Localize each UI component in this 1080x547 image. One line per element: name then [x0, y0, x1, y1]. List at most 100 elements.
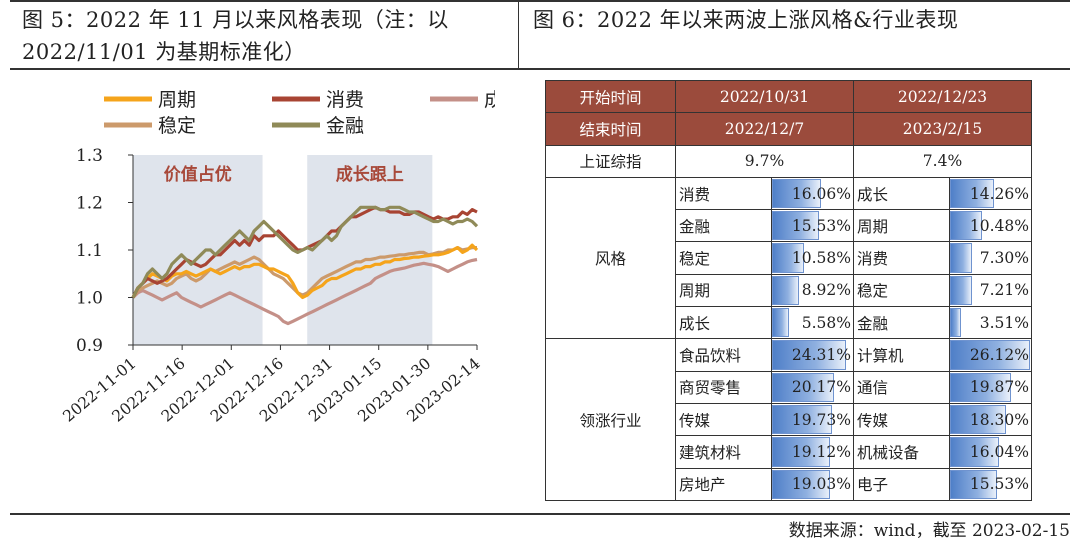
- table-row: 金融 15.53% 周期 10.48%: [546, 209, 1032, 243]
- period1-name: 周期: [675, 273, 772, 308]
- value-bar: [950, 178, 994, 209]
- y-tick-label: 1.3: [76, 146, 103, 166]
- period1-date: 2022/10/31: [675, 79, 854, 114]
- period2-name: 传媒: [853, 402, 950, 437]
- period2-name: 通信: [853, 370, 950, 404]
- header-row: 结束时间 2022/12/7 2023/2/15: [545, 112, 1032, 146]
- group-label: 风格: [545, 176, 676, 340]
- value-text: 8.92%: [801, 281, 851, 300]
- period1-name: 金融: [675, 209, 772, 243]
- period2-value: 18.30%: [949, 402, 1032, 437]
- table-row: 稳定 10.58% 消费 7.30%: [546, 241, 1032, 275]
- header-label: 结束时间: [545, 112, 676, 146]
- period1-value: 19.12%: [771, 435, 854, 469]
- y-tick-label: 1.0: [76, 289, 103, 309]
- value-bar: [950, 437, 1000, 467]
- period2-value: 10.48%: [949, 209, 1032, 243]
- period1-name: 食品饮料: [675, 338, 772, 372]
- period1-name: 成长: [675, 306, 772, 340]
- y-tick-label: 1.1: [76, 241, 103, 261]
- period1-value: 15.53%: [771, 209, 854, 243]
- period1-date: 2022/12/7: [675, 112, 854, 146]
- value-text: 19.12%: [791, 442, 851, 461]
- legend-label-consume: 消费: [326, 89, 364, 111]
- value-bar: [772, 372, 834, 402]
- period1-name: 传媒: [675, 402, 772, 437]
- value-bar: [950, 372, 1011, 402]
- header-label: 开始时间: [545, 79, 676, 114]
- period2-value: 26.12%: [949, 338, 1032, 372]
- value-text: 10.58%: [791, 249, 851, 268]
- period1-value: 20.17%: [771, 370, 854, 404]
- value-text: 10.48%: [969, 216, 1029, 235]
- value-text: 18.30%: [969, 410, 1029, 429]
- period2-name: 计算机: [853, 338, 950, 372]
- value-bar: [950, 469, 998, 499]
- table-row: 传媒 19.73% 传媒 18.30%: [546, 402, 1032, 437]
- legend-label-stable: 稳定: [158, 115, 196, 137]
- shaded-region: [133, 155, 263, 345]
- table-row: 风格 消费 16.06% 成长 14.26%: [545, 176, 1032, 340]
- value-bar: [772, 437, 831, 467]
- period1-name: 建筑材料: [675, 435, 772, 469]
- value-text: 26.12%: [969, 346, 1029, 365]
- period2-name: 金融: [853, 306, 950, 340]
- value-text: 7.21%: [979, 281, 1029, 300]
- left-figure-title: 图 5：2022 年 11 月以来风格表现（注：以 2022/11/01 为基期…: [22, 4, 517, 68]
- shaded-region: [307, 155, 433, 345]
- value-bar: [950, 308, 961, 338]
- y-tick-label: 0.9: [76, 336, 103, 356]
- table-row: 领涨行业 食品饮料 24.31% 计算机 26.12%: [545, 338, 1032, 501]
- period1-value: 19.03%: [771, 467, 854, 501]
- value-text: 19.03%: [791, 475, 851, 494]
- period2-value: 16.04%: [949, 435, 1032, 469]
- value-text: 19.73%: [791, 410, 851, 429]
- legend-label-cycle: 周期: [158, 89, 196, 111]
- period2-name: 成长: [853, 176, 950, 211]
- period2-value: 3.51%: [949, 306, 1032, 340]
- index-label: 上证综指: [545, 144, 676, 178]
- period1-name: 消费: [675, 176, 772, 211]
- period1-name: 稳定: [675, 241, 772, 275]
- value-text: 16.06%: [791, 184, 851, 203]
- header-row: 开始时间 2022/10/31 2022/12/23: [545, 79, 1032, 114]
- title-underline: [10, 68, 1070, 70]
- period2-name: 机械设备: [853, 435, 950, 469]
- series-line-cycle: [131, 243, 479, 300]
- value-bar: [772, 340, 847, 370]
- group-label: 领涨行业: [545, 338, 676, 501]
- period1-name: 房地产: [675, 467, 772, 501]
- period1-name: 商贸零售: [675, 370, 772, 404]
- series-line-stable: [131, 246, 477, 299]
- value-bar: [950, 243, 973, 273]
- shaded-region-label: 价值占优: [164, 164, 232, 185]
- value-bar: [950, 340, 1030, 370]
- style-line-chart: 价值占优 成长跟上1.31.21.11.00.92022-11-012022-11…: [60, 89, 495, 426]
- table-row: 房地产 19.03% 电子 15.53%: [546, 467, 1032, 501]
- period1-value: 24.31%: [771, 338, 854, 372]
- period2-name: 电子: [853, 467, 950, 501]
- period1-value: 19.73%: [771, 402, 854, 437]
- value-bar: [772, 211, 820, 241]
- period2-value: 7.21%: [949, 273, 1032, 308]
- value-text: 14.26%: [969, 184, 1029, 203]
- index-period2-value: 7.4%: [853, 144, 1032, 178]
- period1-value: 5.58%: [771, 306, 854, 340]
- value-text: 15.53%: [969, 475, 1029, 494]
- column-divider: [518, 0, 519, 70]
- period2-value: 14.26%: [949, 176, 1032, 211]
- value-text: 16.04%: [969, 442, 1029, 461]
- top-rule: [10, 0, 1070, 2]
- value-text: 5.58%: [801, 313, 851, 332]
- right-figure-title: 图 6：2022 年以来两波上涨风格&行业表现: [533, 8, 959, 32]
- series-line-finance: [131, 205, 479, 299]
- legend-label-finance: 金融: [326, 115, 364, 137]
- value-text: 20.17%: [791, 378, 851, 397]
- period2-name: 稳定: [853, 273, 950, 308]
- legend-label-growth: 成长: [484, 89, 495, 111]
- y-tick-label: 1.2: [76, 194, 103, 214]
- period1-value: 16.06%: [771, 176, 854, 211]
- period2-date: 2022/12/23: [853, 79, 1032, 114]
- value-bar: [950, 404, 1006, 435]
- value-text: 7.30%: [979, 249, 1029, 268]
